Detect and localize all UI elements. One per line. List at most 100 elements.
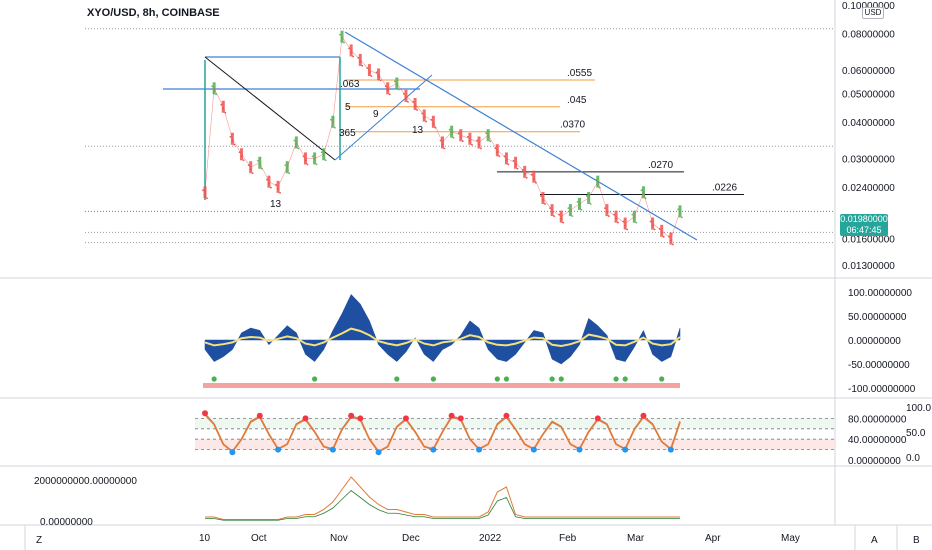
oscillator-signal-dot bbox=[430, 376, 436, 382]
oscillator-tick-label: 0.00000000 bbox=[848, 336, 901, 347]
stoch-oversold-dot bbox=[229, 449, 236, 456]
price-mark bbox=[251, 172, 254, 175]
log-scale-button[interactable]: B bbox=[913, 535, 920, 546]
volume-tick-label: 2000000000.00000000 bbox=[34, 476, 137, 487]
price-mark bbox=[542, 199, 544, 201]
price-mark bbox=[523, 172, 526, 175]
stoch-overbought-dot bbox=[448, 412, 455, 419]
current-price-badge: 0.01980000 06:47:45 bbox=[840, 214, 888, 236]
price-mark bbox=[324, 159, 327, 162]
price-mark bbox=[315, 163, 318, 166]
price-mark bbox=[368, 71, 371, 73]
stoch-oversold-dot bbox=[667, 446, 674, 453]
volume-series-line bbox=[205, 476, 680, 520]
oscillator-signal-dot bbox=[622, 376, 628, 382]
time-tick-label: Apr bbox=[705, 533, 721, 544]
price-mark bbox=[416, 109, 418, 111]
oscillator-signal-dot bbox=[558, 376, 564, 382]
stoch-overbought-dot bbox=[402, 415, 409, 422]
price-mark bbox=[480, 147, 482, 150]
count-annotation: 9 bbox=[373, 109, 379, 120]
oscillator-area bbox=[204, 293, 681, 365]
count-annotation: 365 bbox=[339, 128, 356, 139]
auto-scale-button[interactable]: A bbox=[871, 535, 878, 546]
stoch-right-tick: 100.0 bbox=[906, 403, 931, 414]
price-mark bbox=[297, 147, 300, 150]
price-mark bbox=[631, 213, 634, 216]
price-mark bbox=[441, 143, 444, 146]
count-annotation: .063 bbox=[340, 79, 360, 90]
currency-button[interactable]: USD bbox=[862, 7, 884, 19]
price-mark bbox=[551, 211, 554, 214]
price-tick-label: 0.08000000 bbox=[842, 29, 895, 40]
price-mark bbox=[471, 143, 473, 146]
count-annotation: 13 bbox=[270, 199, 282, 210]
price-mark bbox=[311, 155, 314, 158]
diag-line-2 bbox=[334, 74, 433, 161]
price-mark bbox=[322, 155, 325, 158]
price-mark bbox=[589, 203, 592, 205]
stoch-oversold-dot bbox=[329, 446, 336, 453]
price-mark bbox=[233, 143, 236, 146]
price-mark bbox=[393, 80, 396, 83]
log-scale-label: B bbox=[913, 535, 920, 546]
price-mark bbox=[361, 64, 364, 67]
price-mark bbox=[624, 224, 627, 227]
price-tick-label: 0.04000000 bbox=[842, 118, 895, 129]
stoch-oversold-dot bbox=[530, 446, 537, 453]
price-mark bbox=[284, 164, 287, 167]
stoch-oversold-dot bbox=[430, 446, 437, 453]
price-mark bbox=[671, 243, 674, 246]
price-mark bbox=[681, 216, 683, 219]
price-mark bbox=[288, 172, 291, 175]
price-mark bbox=[306, 163, 309, 166]
price-mark bbox=[397, 88, 400, 91]
price-mark bbox=[585, 195, 588, 197]
oscillator-tick-label: 50.00000000 bbox=[848, 312, 907, 323]
diag-line-1 bbox=[204, 56, 336, 161]
price-mark bbox=[443, 147, 446, 150]
oscillator-status-bar bbox=[203, 383, 680, 388]
price-mark bbox=[313, 159, 316, 162]
price-mark bbox=[206, 197, 208, 200]
price-mark bbox=[220, 103, 223, 106]
stoch-overbought-dot bbox=[457, 415, 464, 422]
price-mark bbox=[476, 139, 478, 142]
price-tick-label: 0.10000000 bbox=[842, 1, 895, 12]
price-mark bbox=[651, 224, 654, 227]
price-mark bbox=[553, 215, 556, 218]
price-mark bbox=[580, 208, 583, 211]
stoch-fast-line bbox=[204, 413, 681, 453]
price-mark bbox=[231, 139, 234, 142]
price-mark bbox=[478, 143, 480, 146]
price-mark bbox=[242, 159, 245, 162]
symbol-title: XYO/USD, 8h, COINBASE bbox=[87, 7, 220, 19]
oscillator-signal-line bbox=[204, 327, 681, 348]
price-mark bbox=[498, 155, 501, 158]
countdown-timer: 06:47:45 bbox=[846, 225, 882, 235]
price-mark bbox=[662, 235, 665, 238]
time-tick-label: Feb bbox=[559, 533, 577, 544]
price-mark bbox=[333, 126, 336, 129]
time-tick-label: Mar bbox=[627, 533, 645, 544]
price-mark bbox=[626, 228, 629, 231]
price-mark bbox=[594, 178, 597, 181]
price-mark bbox=[202, 189, 204, 192]
stoch-oversold-dot bbox=[275, 446, 282, 453]
price-mark bbox=[377, 75, 380, 78]
price-mark bbox=[448, 128, 451, 131]
count-annotation: 13 bbox=[412, 125, 424, 136]
stoch-overbought-dot bbox=[503, 412, 510, 419]
stoch-overbought-dot bbox=[357, 415, 364, 422]
price-tick-label: 0.02400000 bbox=[842, 183, 895, 194]
price-mark bbox=[320, 151, 323, 154]
oscillator-signal-dot bbox=[503, 376, 510, 382]
zoom-button[interactable]: Z bbox=[36, 535, 42, 546]
price-mark bbox=[407, 101, 409, 103]
fib-level-label: .0226 bbox=[712, 183, 737, 194]
price-mark bbox=[669, 239, 672, 242]
price-mark bbox=[211, 85, 214, 88]
price-mark bbox=[505, 159, 508, 162]
